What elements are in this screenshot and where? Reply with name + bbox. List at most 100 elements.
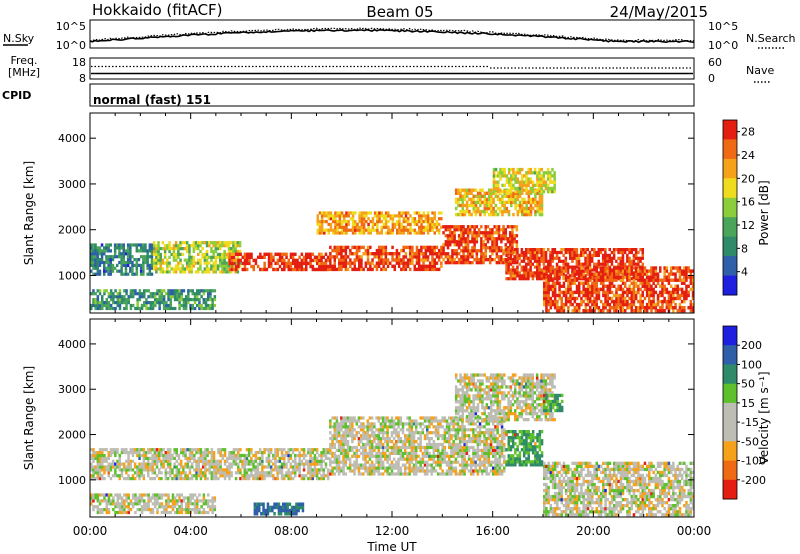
velocity-colorbar-label-2: 50 <box>741 378 755 391</box>
power-colorbar-label-0: 4 <box>741 266 748 279</box>
power-colorbar: 4 8 12 16 20 24 28 <box>722 119 755 296</box>
velocity-panel: 1000 2000 3000 4000 Slant Range [km] 200 100… <box>22 318 771 518</box>
velocity-ytick-label-1: 2000 <box>58 429 86 442</box>
x-tick-label-3: 12:00 <box>375 524 410 538</box>
velocity-colorbar-segment-8 <box>723 479 737 500</box>
x-tick-label-1: 04:00 <box>173 524 208 538</box>
x-tick-label-5: 20:00 <box>576 524 611 538</box>
nsearch-tick-high: 10^5 <box>708 20 738 33</box>
freq-label: Freq. <box>10 54 37 67</box>
velocity-region-2 <box>454 373 556 422</box>
velocity-ytick-label-2: 3000 <box>58 383 86 396</box>
velocity-cells <box>90 373 695 517</box>
velocity-colorbar-segment-5 <box>723 422 737 442</box>
velocity-region-0 <box>90 448 330 481</box>
power-colorbar-frame <box>722 119 738 296</box>
power-ytick-label-3: 4000 <box>58 132 86 145</box>
velocity-colorbar-frame <box>722 325 738 500</box>
velocity-y-axis: 1000 2000 3000 4000 <box>58 338 694 487</box>
freq-tick-low: 8 <box>79 72 86 85</box>
power-y-axis: 1000 2000 3000 4000 <box>58 132 694 282</box>
velocity-ytick-label-0: 1000 <box>58 474 86 487</box>
velocity-colorbar-label-4: -15 <box>741 416 759 429</box>
velocity-colorbar-segment-3 <box>723 383 737 404</box>
power-colorbar-label-5: 24 <box>741 149 755 162</box>
cpid-frame <box>89 83 695 107</box>
power-ytick-label-0: 1000 <box>58 269 86 282</box>
power-colorbar-segment-6 <box>723 236 737 257</box>
nsky-tick-low: 10^0 <box>56 39 86 52</box>
power-colorbar-label-2: 12 <box>741 219 755 232</box>
power-colorbar-segment-5 <box>723 217 737 238</box>
power-cells <box>90 167 695 313</box>
power-region-2 <box>228 252 330 272</box>
velocity-colorbar-segment-1 <box>723 345 737 365</box>
freq-unit-label: [MHz] <box>8 66 40 79</box>
freq-panel: Freq. [MHz] 18 8 60 0 Nave <box>8 54 775 85</box>
power-colorbar-label: Power [dB] <box>757 180 771 245</box>
nave-label: Nave <box>746 64 774 77</box>
nsearch-tick-low: 10^0 <box>708 39 738 52</box>
velocity-region-3 <box>505 430 544 467</box>
velocity-colorbar-label-5: -50 <box>741 435 759 448</box>
power-ytick-label-2: 3000 <box>58 178 86 191</box>
power-region-8 <box>454 188 544 217</box>
freq-tick-high: 18 <box>72 56 86 69</box>
power-panel: 1000 2000 3000 4000 Slant Range [km] 4 8 12 16… <box>22 112 771 314</box>
power-region-0 <box>90 243 154 276</box>
velocity-colorbar-label: Velocity [m s⁻¹] <box>757 371 771 464</box>
power-colorbar-segment-0 <box>723 120 737 140</box>
velocity-colorbar-label-6: -100 <box>741 455 766 468</box>
x-tick-label-4: 16:00 <box>475 524 510 538</box>
velocity-colorbar-label-1: 100 <box>741 358 762 371</box>
power-ytick-label-1: 2000 <box>58 224 86 237</box>
x-tick-label-2: 08:00 <box>274 524 309 538</box>
power-colorbar-label-1: 8 <box>741 242 748 255</box>
power-colorbar-label-6: 28 <box>741 126 755 139</box>
velocity-colorbar-segment-2 <box>723 364 737 385</box>
nsearch-label: N.Search <box>746 32 796 45</box>
velocity-x-ticks <box>89 319 695 517</box>
power-colorbar-label-3: 16 <box>741 196 755 209</box>
cpid-text: normal (fast) 151 <box>93 93 211 107</box>
cpid-panel: CPID normal (fast) 151 <box>2 83 695 107</box>
velocity-region-7 <box>90 493 217 515</box>
velocity-region-5 <box>543 461 695 517</box>
nsky-series <box>89 28 695 44</box>
velocity-colorbar-label-0: 200 <box>741 339 762 352</box>
velocity-colorbar: 200 100 50 15 -15 -50 -100 -200 <box>722 325 766 500</box>
velocity-colorbar-segment-4 <box>723 402 737 423</box>
power-x-ticks <box>89 113 695 313</box>
nsearch-series <box>89 27 695 42</box>
power-region-4 <box>316 211 443 235</box>
velocity-colorbar-segment-6 <box>723 441 737 461</box>
power-colorbar-segment-8 <box>723 275 737 296</box>
nsky-tick-high: 10^5 <box>56 20 86 33</box>
velocity-colorbar-label-3: 15 <box>741 397 755 410</box>
station-title: Hokkaido (fitACF) <box>92 1 223 19</box>
power-region-9 <box>492 167 556 194</box>
nsky-panel: N.Sky 10^5 10^0 10^5 10^0 N.Search <box>3 19 796 52</box>
power-colorbar-segment-4 <box>723 197 737 218</box>
power-region-5 <box>442 225 519 265</box>
velocity-region-4 <box>543 393 564 413</box>
power-colorbar-segment-1 <box>723 139 737 160</box>
velocity-region-6 <box>253 502 305 516</box>
power-ylabel: Slant Range [km] <box>22 161 36 265</box>
power-region-1 <box>152 241 242 274</box>
power-colorbar-segment-3 <box>723 178 737 199</box>
cpid-label: CPID <box>2 89 31 102</box>
date-title: 24/May/2015 <box>610 3 708 21</box>
velocity-ylabel: Slant Range [km] <box>22 366 36 470</box>
x-tick-labels: 00:00 04:00 08:00 12:00 16:00 20:00 00:00 <box>73 524 712 538</box>
velocity-ytick-label-3: 4000 <box>58 338 86 351</box>
power-region-3 <box>329 245 443 272</box>
power-region-7 <box>543 266 695 313</box>
x-axis-label: Time UT <box>366 540 417 554</box>
beam-title: Beam 05 <box>366 3 433 21</box>
velocity-colorbar-segment-7 <box>723 460 737 481</box>
nsky-frame <box>89 19 695 49</box>
power-colorbar-segment-7 <box>723 256 737 276</box>
velocity-region-1 <box>329 416 506 476</box>
